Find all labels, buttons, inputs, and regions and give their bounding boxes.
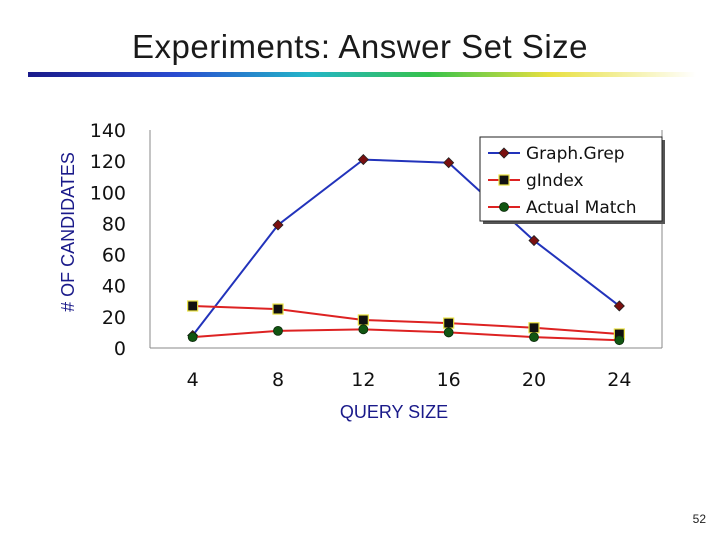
y-tick-label: 80 — [102, 213, 126, 235]
legend-marker — [498, 174, 510, 186]
x-tick-label: 4 — [187, 369, 199, 391]
data-point — [187, 300, 199, 312]
series-line-1 — [192, 304, 620, 335]
y-tick-label: 40 — [102, 276, 126, 298]
x-tick-label: 20 — [522, 369, 546, 391]
series-line-0 — [191, 158, 620, 337]
legend-marker — [499, 202, 509, 212]
y-axis-label: # OF CANDIDATES — [58, 152, 78, 312]
data-point — [357, 154, 369, 166]
slide-title: Experiments: Answer Set Size — [131, 28, 589, 65]
data-point — [357, 314, 369, 326]
x-axis-label: QUERY SIZE — [340, 402, 448, 422]
data-point — [273, 325, 283, 336]
data-point — [187, 332, 198, 343]
data-point — [272, 303, 284, 315]
data-point — [443, 327, 454, 338]
x-tick-label: 24 — [607, 369, 631, 391]
series-line-2 — [192, 328, 620, 342]
data-point — [272, 219, 284, 231]
title-gradient-rule — [28, 72, 696, 77]
legend-label: gIndex — [526, 171, 584, 191]
x-tick-label: 16 — [437, 369, 461, 391]
data-point — [443, 157, 455, 169]
data-point — [358, 324, 369, 335]
y-tick-label: 140 — [90, 120, 126, 142]
legend-label: Graph.Grep — [526, 144, 625, 164]
x-tick-label: 12 — [351, 369, 375, 391]
data-point — [614, 335, 625, 346]
legend-marker — [498, 147, 510, 159]
x-tick-label: 8 — [272, 369, 284, 391]
y-tick-label: 120 — [90, 151, 126, 173]
y-tick-label: 20 — [102, 307, 126, 329]
data-point — [529, 332, 539, 343]
y-tick-label: 100 — [90, 182, 126, 204]
data-point — [613, 300, 625, 312]
page-number: 52 — [692, 512, 706, 526]
data-point — [528, 322, 540, 334]
legend-label: Actual Match — [526, 198, 637, 218]
y-tick-label: 0 — [114, 338, 126, 360]
data-point — [443, 317, 455, 329]
y-tick-label: 60 — [102, 245, 126, 267]
data-point — [528, 234, 540, 247]
